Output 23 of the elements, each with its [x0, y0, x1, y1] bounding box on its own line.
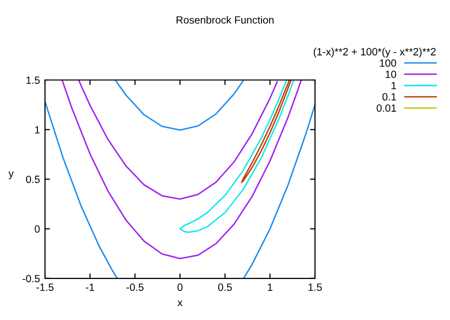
legend-label: 1: [392, 82, 396, 90]
chart-title: Rosenbrock Function: [176, 16, 274, 24]
line-series: [179, 80, 294, 233]
y-tick-label: 1.5: [26, 76, 40, 84]
x-tick-label: -0.5: [126, 284, 144, 291]
y-tick-label: -0.5: [22, 274, 40, 282]
legend-label: 0.1: [382, 93, 396, 101]
y-tick-label: 0: [34, 225, 40, 233]
legend-label: 10: [386, 70, 396, 78]
x-tick-label: -1.5: [36, 284, 54, 291]
x-tick-label: 1.5: [308, 284, 322, 291]
x-tick-label: -1: [86, 284, 94, 291]
legend-label: 0.01: [376, 104, 396, 112]
x-tick-label: 0: [178, 284, 182, 291]
legend-title: (1-x)**2 + 100*(y - x**2)**2: [314, 48, 436, 58]
line-series: [240, 80, 292, 184]
y-tick-label: 0.5: [26, 176, 40, 184]
y-axis-title: y: [8, 172, 14, 180]
x-tick-label: 1: [268, 284, 272, 291]
legend-label: 100: [380, 59, 396, 67]
x-tick-label: 0.5: [218, 284, 232, 291]
y-tick-label: 1: [35, 126, 40, 134]
x-axis-title: x: [178, 300, 182, 306]
